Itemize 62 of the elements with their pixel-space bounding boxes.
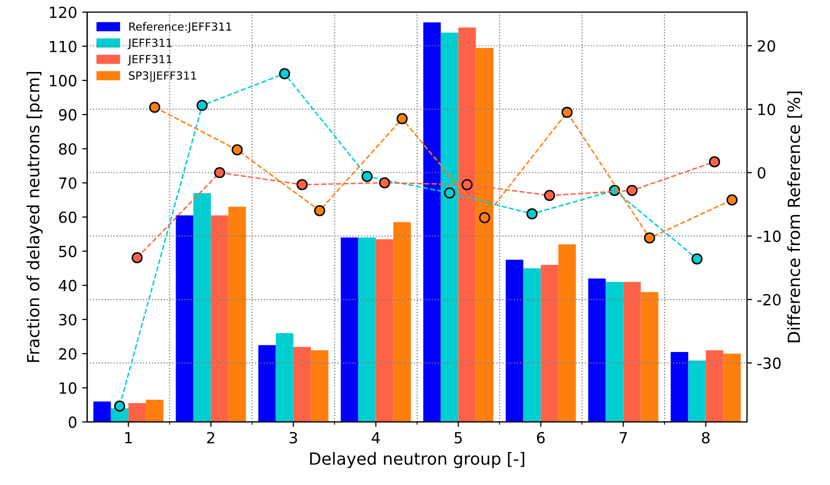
bar	[606, 282, 624, 422]
y-tick-label: 60	[59, 212, 76, 224]
bar	[310, 350, 328, 422]
bar	[688, 360, 706, 422]
bar	[506, 260, 524, 422]
y-tick-label: 30	[59, 314, 76, 326]
bar	[176, 215, 194, 422]
y-tick-label: 70	[59, 177, 76, 189]
y-tick-label: 50	[59, 246, 76, 258]
bar	[523, 268, 541, 422]
y2-tick-label: -10	[757, 230, 781, 242]
y-tick-label: 90	[58, 109, 76, 121]
y-tick-label: 120	[50, 6, 76, 18]
bar	[558, 244, 576, 422]
x-tick-label: 5	[454, 432, 462, 444]
y-tick-label: 20	[59, 348, 76, 360]
y-tick-label: 40	[58, 280, 76, 292]
bar	[258, 345, 276, 422]
bar	[706, 350, 724, 422]
y2-tick-label: 20	[758, 40, 776, 52]
legend-label: JEFF311	[128, 38, 172, 50]
bar	[623, 282, 641, 422]
bar	[393, 222, 411, 422]
x-axis-title: Delayed neutron group [-]	[310, 452, 524, 468]
y-tick-label: 0	[68, 416, 76, 428]
bar	[358, 238, 376, 422]
bar	[276, 333, 294, 422]
legend-label: SP3|JEFF311	[128, 71, 196, 82]
bar	[128, 403, 146, 422]
x-tick-label: 1	[125, 432, 132, 444]
bar	[670, 352, 688, 422]
y2-axis-title: Difference from Reference [%]	[787, 92, 802, 342]
y2-tick-label: -20	[757, 294, 781, 306]
bar	[340, 238, 358, 422]
x-tick-label: 2	[207, 432, 214, 444]
bar	[193, 193, 211, 422]
y-axis-title: Fraction of delayed neutrons [pcm]	[26, 72, 43, 362]
bar	[588, 278, 606, 422]
y-tick-label: 80	[59, 143, 76, 155]
y-tick-label: 110	[50, 40, 76, 52]
legend-label: JEFF311	[128, 54, 172, 66]
legend-label: Reference:JEFF311	[129, 22, 232, 33]
bar	[146, 400, 164, 422]
y-tick-label: 100	[50, 74, 76, 86]
x-tick-label: 6	[537, 432, 545, 444]
y2-tick-label: 10	[758, 104, 776, 116]
bar	[93, 401, 111, 422]
bar	[423, 22, 441, 422]
x-tick-label: 8	[702, 432, 710, 444]
bar	[376, 239, 394, 422]
bar	[293, 346, 311, 422]
y-tick-label: 10	[60, 382, 76, 394]
x-tick-label: 3	[290, 432, 297, 444]
y2-tick-label: 0	[758, 167, 766, 179]
bar	[540, 264, 558, 422]
x-tick-label: 4	[372, 432, 380, 444]
y2-tick-label: -30	[757, 357, 781, 369]
x-tick-label: 7	[620, 432, 627, 444]
bar	[640, 292, 658, 422]
bar	[723, 354, 741, 422]
bar	[228, 206, 246, 422]
bar	[210, 215, 228, 422]
